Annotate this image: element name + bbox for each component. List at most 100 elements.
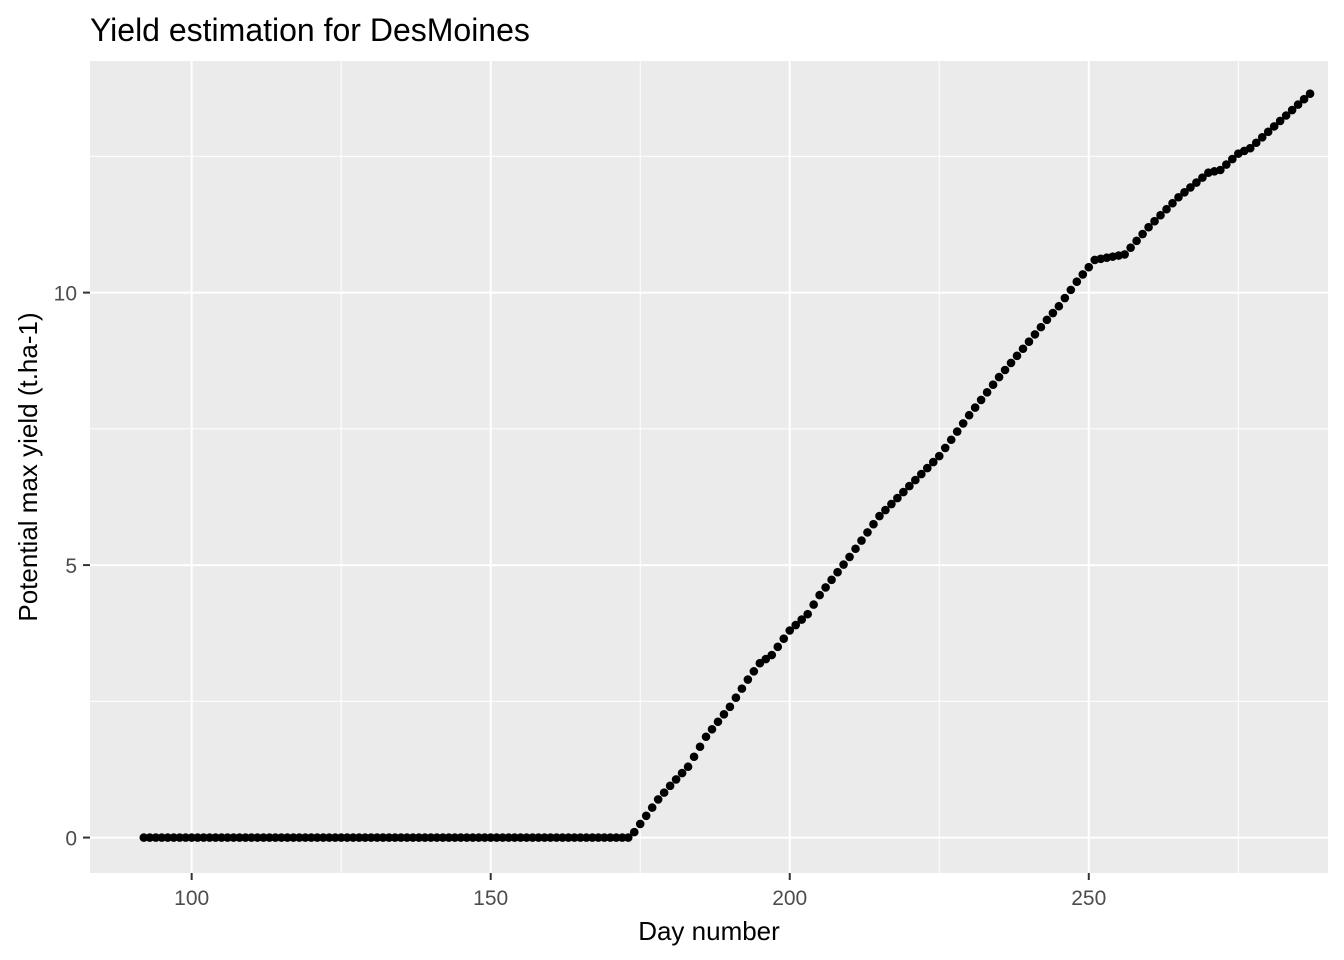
data-point: [516, 833, 525, 842]
data-point: [480, 833, 490, 842]
data-point: [1030, 330, 1040, 339]
data-point: [1168, 198, 1177, 208]
data-point: [348, 833, 358, 842]
data-point: [815, 590, 824, 600]
data-point: [301, 833, 310, 842]
data-points: [139, 89, 1315, 842]
data-point: [169, 833, 179, 842]
data-point: [641, 811, 651, 821]
data-point: [875, 511, 884, 521]
data-point: [354, 833, 364, 842]
data-point: [223, 833, 232, 842]
data-point: [952, 427, 962, 436]
data-point: [474, 833, 484, 842]
data-point: [175, 833, 185, 842]
data-point: [767, 650, 777, 660]
x-axis: 100 150 200 250: [174, 873, 1106, 910]
data-point: [187, 833, 196, 842]
y-axis-title: Potential max yield (t.ha-1): [13, 312, 43, 621]
data-point: [283, 833, 292, 842]
data-point: [964, 410, 974, 420]
data-point: [839, 560, 848, 569]
data-point: [330, 833, 340, 842]
data-point: [606, 833, 615, 842]
data-point: [444, 833, 454, 842]
data-point: [1192, 178, 1201, 187]
data-point: [881, 505, 890, 515]
data-point: [372, 833, 382, 842]
data-point: [1186, 183, 1195, 192]
data-point: [534, 833, 543, 842]
data-point: [1054, 301, 1064, 311]
data-point: [528, 833, 537, 842]
data-point: [1078, 270, 1088, 279]
data-point: [289, 833, 298, 842]
chart-title: Yield estimation for DesMoines: [90, 12, 530, 48]
data-point: [1018, 344, 1028, 354]
data-point: [1198, 173, 1207, 182]
data-point: [570, 833, 579, 842]
data-point: [384, 833, 394, 842]
data-point: [253, 833, 262, 842]
data-point: [1084, 262, 1094, 272]
data-point: [1281, 111, 1291, 120]
data-point: [659, 788, 669, 797]
data-point: [1245, 143, 1255, 153]
data-point: [450, 833, 460, 842]
data-point: [366, 833, 376, 842]
data-point: [1012, 351, 1022, 361]
data-point: [689, 752, 699, 762]
data-point: [725, 702, 735, 712]
data-point: [540, 833, 549, 842]
data-point: [211, 833, 220, 842]
data-point: [522, 833, 531, 842]
data-point: [600, 833, 609, 842]
data-point: [1036, 322, 1046, 332]
data-point: [145, 833, 155, 842]
data-point: [629, 827, 639, 837]
data-point: [558, 833, 567, 842]
data-point: [791, 620, 801, 630]
data-point: [887, 499, 896, 509]
data-point: [701, 732, 711, 742]
x-tick-label: 200: [772, 887, 807, 910]
data-point: [1072, 277, 1082, 287]
data-point: [1216, 165, 1225, 175]
data-point: [743, 675, 753, 684]
data-point: [1138, 229, 1147, 239]
data-point: [510, 833, 519, 842]
data-point: [336, 833, 346, 842]
x-axis-title: Day number: [638, 916, 780, 946]
data-point: [468, 833, 478, 842]
data-point: [396, 833, 406, 842]
data-point: [851, 544, 860, 554]
data-point: [193, 833, 202, 842]
data-point: [1150, 216, 1159, 226]
data-point: [671, 775, 681, 784]
data-point: [617, 833, 627, 842]
data-point: [295, 833, 304, 842]
data-point: [462, 833, 472, 842]
data-point: [665, 781, 675, 791]
data-point: [1287, 105, 1297, 115]
data-point: [1180, 188, 1189, 197]
data-point: [719, 709, 729, 719]
data-point: [1162, 204, 1171, 214]
data-point: [994, 372, 1004, 382]
data-point: [498, 833, 507, 842]
data-point: [737, 684, 747, 693]
data-point: [241, 833, 250, 842]
y-tick-label: 5: [65, 555, 77, 578]
data-point: [271, 833, 280, 842]
data-point: [917, 469, 926, 479]
data-point: [390, 833, 400, 842]
data-point: [1132, 236, 1141, 246]
data-point: [611, 833, 621, 842]
data-point: [1024, 337, 1034, 346]
data-point: [360, 833, 370, 842]
data-point: [695, 742, 705, 752]
data-point: [235, 833, 244, 842]
data-point: [1305, 89, 1315, 98]
data-point: [1257, 132, 1267, 142]
data-point: [773, 642, 783, 652]
